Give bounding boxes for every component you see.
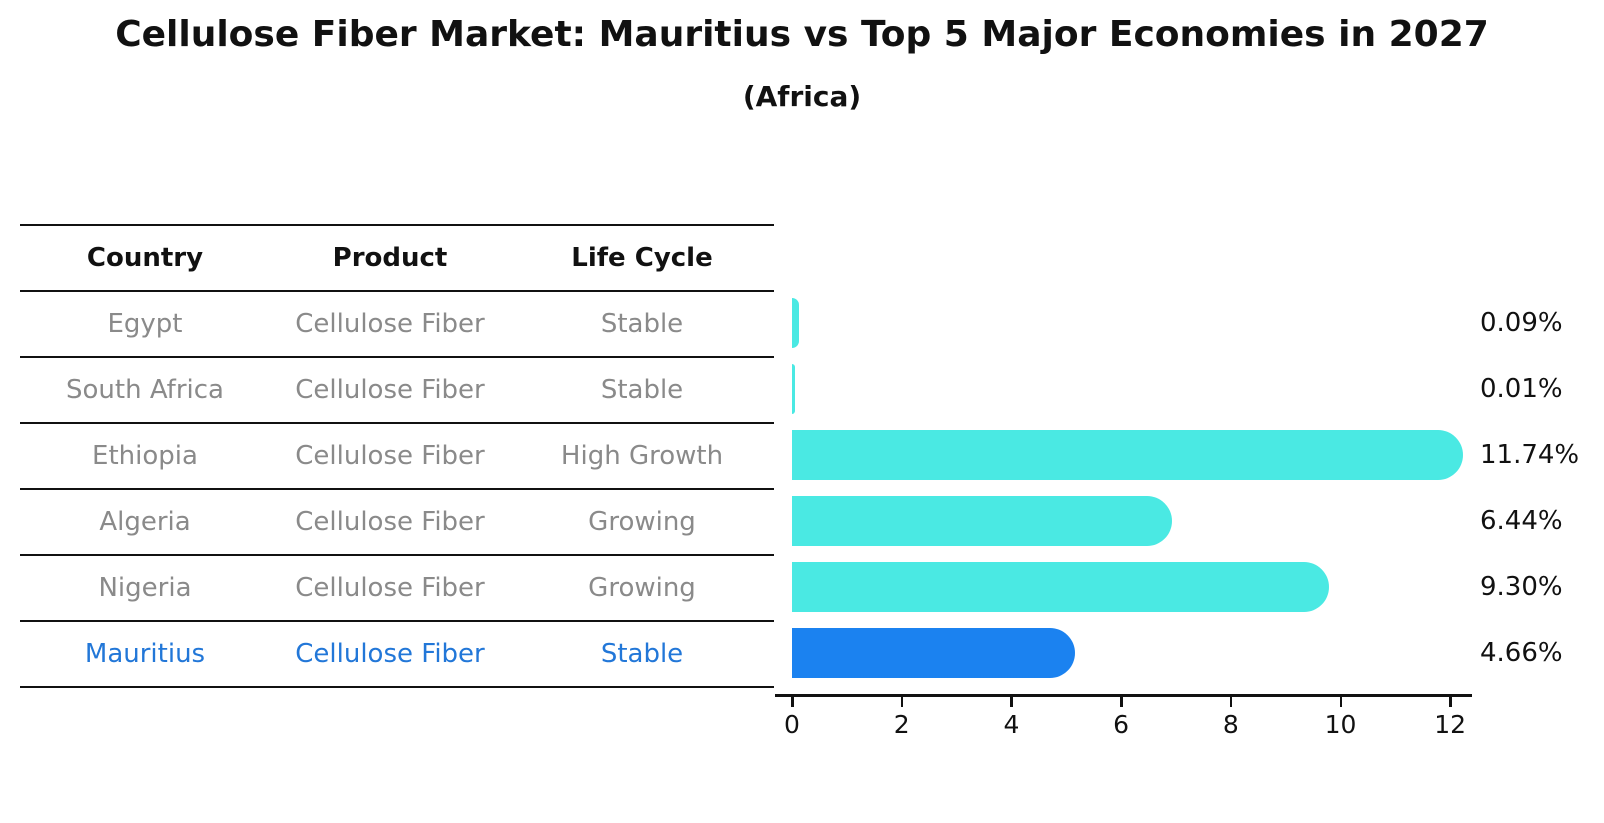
product-cell: Cellulose Fiber: [295, 639, 485, 669]
bar-egypt: [792, 298, 799, 348]
country-cell: Algeria: [99, 507, 191, 537]
page-subtitle: (Africa): [742, 80, 862, 113]
x-axis-line: [775, 694, 1472, 697]
table-row-mauritius: Mauritius Cellulose Fiber Stable: [20, 620, 774, 686]
country-cell: Ethiopia: [92, 441, 198, 471]
country-cell: Mauritius: [84, 639, 206, 669]
bar-plot-area: [792, 290, 1482, 686]
column-header-product: Product: [332, 243, 448, 273]
product-cell: Cellulose Fiber: [295, 309, 485, 339]
country-cell: South Africa: [66, 375, 224, 405]
value-label-algeria: 6.44%: [1480, 506, 1563, 536]
x-tick-mark: [1010, 696, 1013, 707]
x-tick-label: 0: [784, 710, 800, 739]
bar-algeria: [792, 496, 1173, 546]
table-row-south-africa: South Africa Cellulose Fiber Stable: [20, 356, 774, 422]
x-tick-label: 10: [1324, 710, 1357, 739]
page-title: Cellulose Fiber Market: Mauritius vs Top…: [115, 14, 1489, 55]
x-tick-mark: [1229, 696, 1233, 707]
life-cycle-cell: Growing: [588, 573, 696, 603]
life-cycle-cell: Growing: [588, 507, 696, 537]
bar-south-africa: [792, 364, 795, 414]
table-row-ethiopia: Ethiopia Cellulose Fiber High Growth: [20, 422, 774, 488]
country-cell: Egypt: [107, 309, 183, 339]
value-label-mauritius: 4.66%: [1480, 638, 1563, 668]
life-cycle-cell: Stable: [600, 375, 684, 405]
value-label-egypt: 0.09%: [1480, 308, 1563, 338]
table-row-egypt: Egypt Cellulose Fiber Stable: [20, 290, 774, 356]
product-cell: Cellulose Fiber: [295, 441, 485, 471]
x-tick-mark: [791, 696, 794, 707]
product-cell: Cellulose Fiber: [295, 375, 485, 405]
country-cell: Nigeria: [98, 573, 192, 603]
x-tick-mark: [1339, 696, 1342, 707]
product-cell: Cellulose Fiber: [295, 507, 485, 537]
bar-mauritius: [792, 628, 1075, 678]
column-header-country: Country: [86, 243, 204, 273]
table-row-nigeria: Nigeria Cellulose Fiber Growing: [20, 554, 774, 620]
life-cycle-cell: Stable: [600, 309, 684, 339]
column-header-life-cycle: Life Cycle: [571, 243, 713, 273]
x-tick-label: 2: [893, 710, 910, 739]
value-label-south-africa: 0.01%: [1480, 374, 1563, 404]
x-tick-label: 12: [1434, 710, 1467, 739]
x-tick-mark: [1449, 696, 1452, 707]
x-tick-label: 4: [1003, 710, 1020, 739]
life-cycle-cell: High Growth: [560, 441, 724, 471]
bar-nigeria: [792, 562, 1330, 612]
x-tick-mark: [1120, 696, 1123, 707]
value-label-ethiopia: 11.74%: [1480, 440, 1580, 470]
x-axis-ticks: 0 2 4 6 8 10 12: [784, 696, 1482, 756]
x-tick-label: 8: [1222, 710, 1239, 739]
table-header-row: Country Product Life Cycle: [20, 224, 774, 290]
x-tick-label: 6: [1113, 710, 1130, 739]
table-row-algeria: Algeria Cellulose Fiber Growing: [20, 488, 774, 554]
value-label-nigeria: 9.30%: [1480, 572, 1563, 602]
product-cell: Cellulose Fiber: [295, 573, 485, 603]
country-table: Country Product Life Cycle Egypt Cellulo…: [20, 224, 774, 688]
bar-ethiopia: [792, 430, 1463, 480]
life-cycle-cell: Stable: [600, 639, 684, 669]
x-tick-mark: [900, 696, 904, 707]
